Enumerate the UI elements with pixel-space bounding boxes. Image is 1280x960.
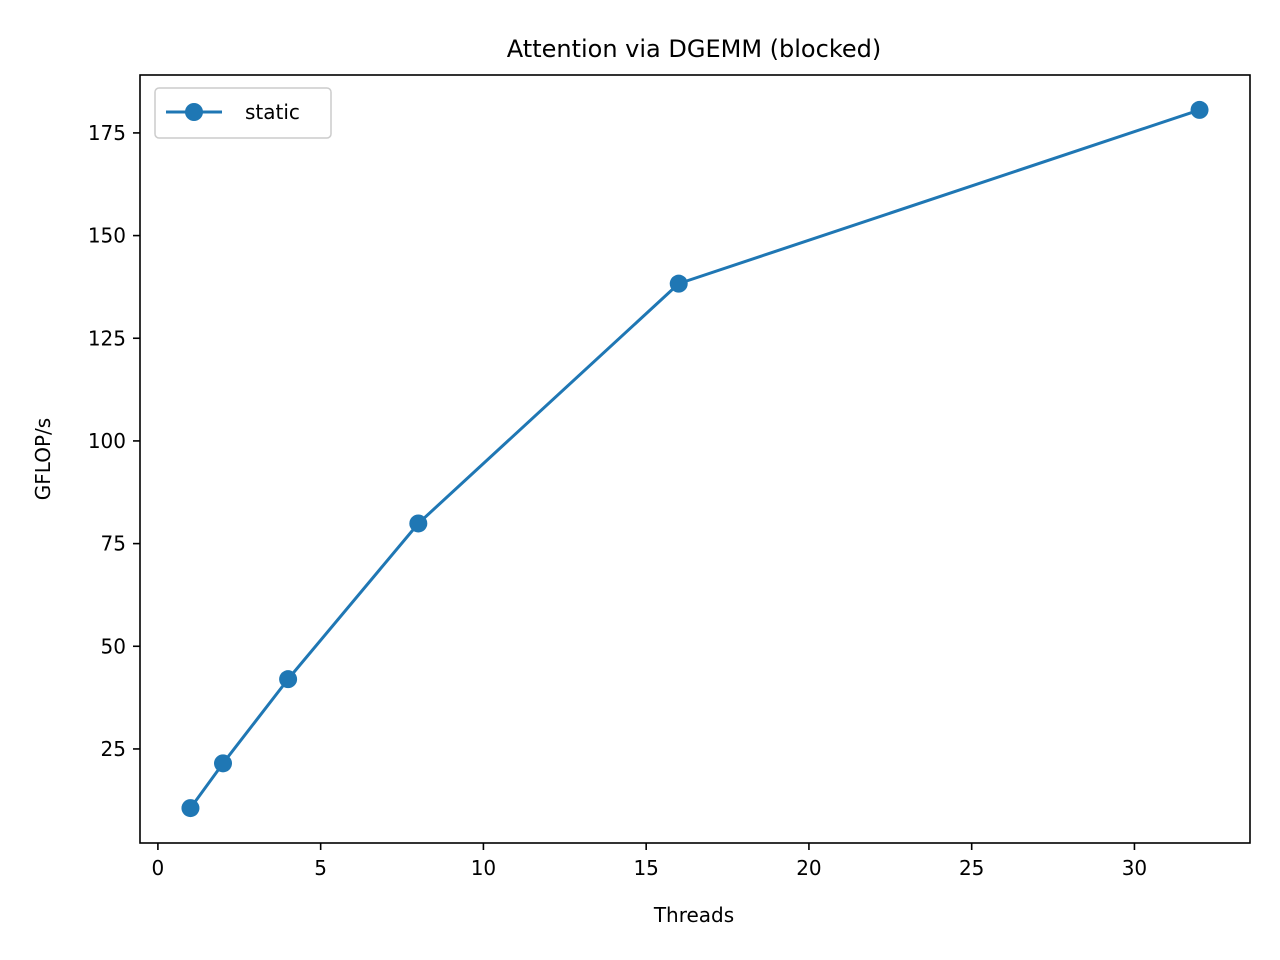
- series-line-static: [189, 108, 1201, 809]
- y-axis-label: GFLOP/s: [31, 418, 55, 500]
- y-tick-label: 175: [88, 121, 126, 145]
- legend: static: [154, 87, 332, 139]
- x-tick-label: 30: [1122, 856, 1147, 880]
- y-tick-label: 25: [101, 737, 126, 761]
- x-tick-label: 0: [152, 856, 165, 880]
- plot-area: 0 5 10 15 20 25 30 25 50 75 100 125 150 175: [88, 74, 1251, 880]
- y-tick-label: 50: [101, 634, 126, 658]
- x-tick-label: 20: [796, 856, 821, 880]
- chart-title: Attention via DGEMM (blocked): [507, 35, 881, 63]
- legend-marker-static: [185, 103, 203, 121]
- x-tick-label: 10: [471, 856, 496, 880]
- data-point: [669, 274, 688, 293]
- x-tick-label: 25: [959, 856, 984, 880]
- x-tick-label: 15: [633, 856, 658, 880]
- y-tick-label: 125: [88, 326, 126, 350]
- axes-frame: [139, 74, 1251, 844]
- legend-label-static: static: [245, 100, 300, 124]
- y-tick-label: 100: [88, 429, 126, 453]
- data-point: [409, 514, 428, 533]
- data-point: [181, 799, 200, 818]
- x-axis-label: Threads: [653, 903, 734, 927]
- y-tick-label: 75: [101, 532, 126, 556]
- data-point: [214, 754, 233, 773]
- x-tick-label: 5: [314, 856, 327, 880]
- data-point: [1190, 100, 1209, 119]
- legend-box: [154, 87, 332, 139]
- y-tick-label: 150: [88, 224, 126, 248]
- data-point: [279, 670, 298, 689]
